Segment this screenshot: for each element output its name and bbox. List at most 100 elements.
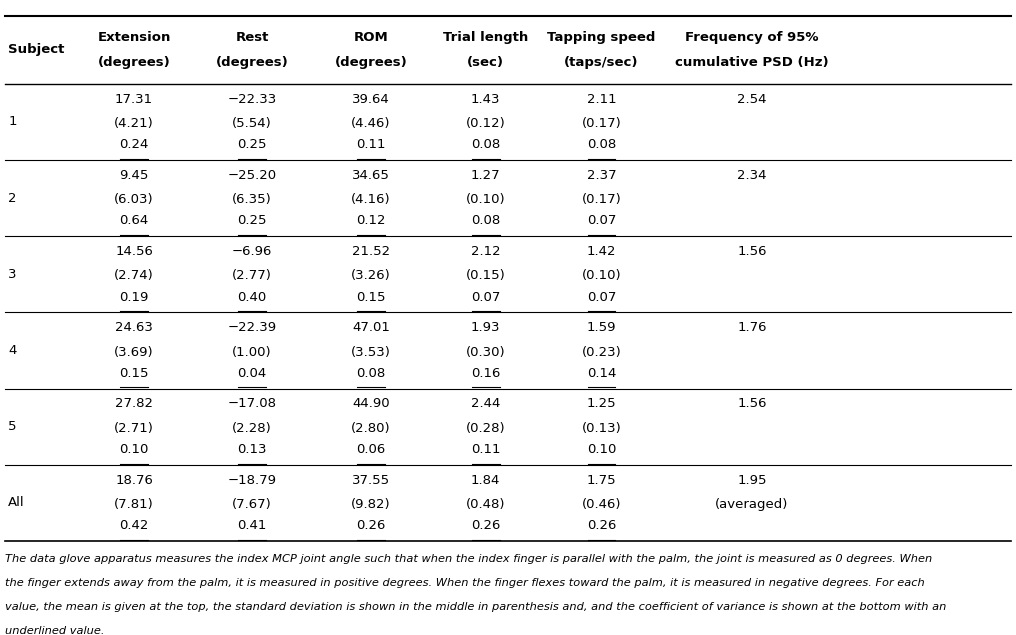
Text: (9.82): (9.82) <box>351 498 391 511</box>
Text: (0.13): (0.13) <box>581 422 622 435</box>
Text: −25.20: −25.20 <box>228 169 276 182</box>
Text: 0.11: 0.11 <box>470 443 501 456</box>
Text: 0.08: 0.08 <box>471 215 500 227</box>
Text: 0.26: 0.26 <box>471 519 500 532</box>
Text: (4.21): (4.21) <box>114 117 154 130</box>
Text: (3.69): (3.69) <box>114 345 154 359</box>
Text: 0.08: 0.08 <box>357 367 385 380</box>
Text: (2.80): (2.80) <box>351 422 391 435</box>
Text: Rest: Rest <box>236 30 268 44</box>
Text: value, the mean is given at the top, the standard deviation is shown in the midd: value, the mean is given at the top, the… <box>5 602 947 612</box>
Text: (7.81): (7.81) <box>114 498 154 511</box>
Text: 1.84: 1.84 <box>471 474 500 486</box>
Text: 0.08: 0.08 <box>471 138 500 151</box>
Text: 37.55: 37.55 <box>352 474 390 486</box>
Text: (4.46): (4.46) <box>352 117 390 130</box>
Text: (7.67): (7.67) <box>232 498 272 511</box>
Text: (0.15): (0.15) <box>465 269 506 283</box>
Text: 0.10: 0.10 <box>120 443 148 456</box>
Text: 0.10: 0.10 <box>587 443 616 456</box>
Text: 0.40: 0.40 <box>238 291 266 304</box>
Text: (1.00): (1.00) <box>232 345 272 359</box>
Text: 1: 1 <box>8 116 16 128</box>
Text: 3: 3 <box>8 268 16 281</box>
Text: (0.46): (0.46) <box>582 498 621 511</box>
Text: 1.25: 1.25 <box>586 398 617 410</box>
Text: (0.30): (0.30) <box>465 345 506 359</box>
Text: 39.64: 39.64 <box>352 93 390 105</box>
Text: 1.95: 1.95 <box>737 474 767 486</box>
Text: 0.12: 0.12 <box>356 215 386 227</box>
Text: 2.34: 2.34 <box>737 169 767 182</box>
Text: 1.93: 1.93 <box>470 321 501 334</box>
Text: 27.82: 27.82 <box>115 398 153 410</box>
Text: (5.54): (5.54) <box>232 117 272 130</box>
Text: (2.77): (2.77) <box>232 269 272 283</box>
Text: 1.56: 1.56 <box>737 398 767 410</box>
Text: 17.31: 17.31 <box>115 93 153 105</box>
Text: 1.59: 1.59 <box>586 321 617 334</box>
Text: 0.15: 0.15 <box>356 291 386 304</box>
Text: (6.35): (6.35) <box>232 193 272 206</box>
Text: 24.63: 24.63 <box>115 321 153 334</box>
Text: 0.06: 0.06 <box>357 443 385 456</box>
Text: the finger extends away from the palm, it is measured in positive degrees. When : the finger extends away from the palm, i… <box>5 578 925 588</box>
Text: 0.26: 0.26 <box>587 519 616 532</box>
Text: 0.07: 0.07 <box>587 215 616 227</box>
Text: 2.44: 2.44 <box>471 398 500 410</box>
Text: (degrees): (degrees) <box>98 56 171 69</box>
Text: 14.56: 14.56 <box>115 245 153 258</box>
Text: 34.65: 34.65 <box>352 169 390 182</box>
Text: −22.39: −22.39 <box>228 321 276 334</box>
Text: 0.19: 0.19 <box>120 291 148 304</box>
Text: (3.53): (3.53) <box>351 345 391 359</box>
Text: 1.27: 1.27 <box>470 169 501 182</box>
Text: 1.75: 1.75 <box>586 474 617 486</box>
Text: 9.45: 9.45 <box>120 169 148 182</box>
Text: cumulative PSD (Hz): cumulative PSD (Hz) <box>675 56 829 69</box>
Text: (0.23): (0.23) <box>581 345 622 359</box>
Text: Trial length: Trial length <box>443 30 528 44</box>
Text: 2: 2 <box>8 192 16 204</box>
Text: (degrees): (degrees) <box>334 56 407 69</box>
Text: 5: 5 <box>8 420 16 433</box>
Text: Subject: Subject <box>8 43 64 57</box>
Text: 0.25: 0.25 <box>237 215 267 227</box>
Text: 18.76: 18.76 <box>115 474 153 486</box>
Text: 2.37: 2.37 <box>586 169 617 182</box>
Text: 47.01: 47.01 <box>352 321 390 334</box>
Text: 0.64: 0.64 <box>120 215 148 227</box>
Text: 0.11: 0.11 <box>356 138 386 151</box>
Text: 1.76: 1.76 <box>737 321 767 334</box>
Text: underlined value.: underlined value. <box>5 626 105 635</box>
Text: 2.11: 2.11 <box>586 93 617 105</box>
Text: (degrees): (degrees) <box>215 56 289 69</box>
Text: 0.07: 0.07 <box>587 291 616 304</box>
Text: 21.52: 21.52 <box>352 245 390 258</box>
Text: Tapping speed: Tapping speed <box>548 30 655 44</box>
Text: (4.16): (4.16) <box>351 193 391 206</box>
Text: 2.12: 2.12 <box>470 245 501 258</box>
Text: −22.33: −22.33 <box>228 93 276 105</box>
Text: 0.41: 0.41 <box>238 519 266 532</box>
Text: 0.04: 0.04 <box>238 367 266 380</box>
Text: (3.26): (3.26) <box>351 269 391 283</box>
Text: 1.42: 1.42 <box>586 245 617 258</box>
Text: 0.14: 0.14 <box>587 367 616 380</box>
Text: (taps/sec): (taps/sec) <box>564 56 639 69</box>
Text: (0.10): (0.10) <box>465 193 506 206</box>
Text: (0.17): (0.17) <box>581 193 622 206</box>
Text: (0.17): (0.17) <box>581 117 622 130</box>
Text: 0.13: 0.13 <box>237 443 267 456</box>
Text: Frequency of 95%: Frequency of 95% <box>685 30 819 44</box>
Text: (0.28): (0.28) <box>465 422 506 435</box>
Text: ROM: ROM <box>354 30 388 44</box>
Text: Extension: Extension <box>98 30 171 44</box>
Text: (0.48): (0.48) <box>466 498 505 511</box>
Text: −17.08: −17.08 <box>228 398 276 410</box>
Text: All: All <box>8 497 24 509</box>
Text: 0.26: 0.26 <box>357 519 385 532</box>
Text: 1.56: 1.56 <box>737 245 767 258</box>
Text: 2.54: 2.54 <box>737 93 767 105</box>
Text: (2.71): (2.71) <box>114 422 154 435</box>
